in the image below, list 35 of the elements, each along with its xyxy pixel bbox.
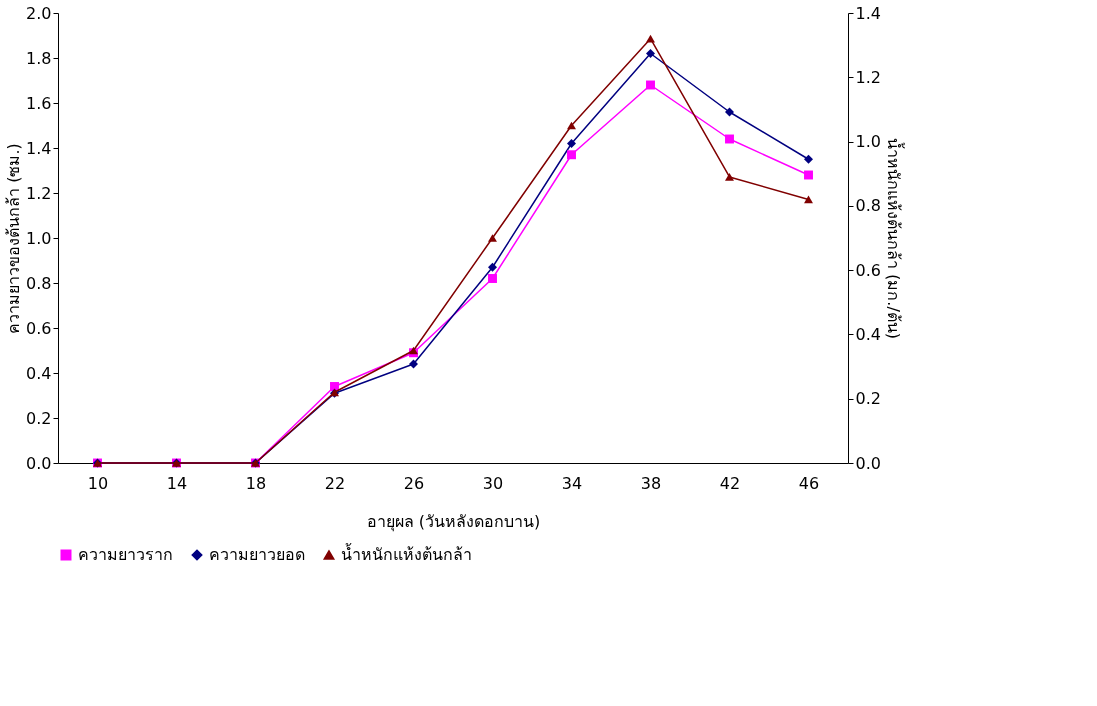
x-tick-label: 38 [640, 473, 662, 493]
x-tick-label: 30 [482, 473, 504, 493]
y-axis-title: ความยาวของต้นกล้า (ซม.) [4, 143, 24, 334]
y2-tick-label: 0.6 [855, 260, 881, 280]
y-tick-label: 1.6 [26, 93, 52, 113]
y-tick-label: 0.6 [26, 318, 52, 338]
y-tick-label: 0.4 [26, 363, 52, 383]
y-tick-label: 0.0 [26, 453, 52, 473]
x-tick-label: 26 [403, 473, 425, 493]
x-tick-label: 42 [719, 473, 741, 493]
x-axis-title: อายุผล (วันหลังดอกบาน) [366, 511, 541, 532]
x-tick-label: 10 [87, 473, 109, 493]
y-tick-label: 0.2 [26, 408, 52, 428]
y2-tick-label: 1.2 [855, 67, 881, 87]
y2-tick-label: 0.4 [855, 324, 881, 344]
y2-tick-label: 1.0 [855, 132, 881, 152]
y-tick-label: 2.0 [26, 3, 52, 23]
y-tick-label: 1.4 [26, 138, 52, 158]
legend-label: น้ำหนักแห้งต้นกล้า [341, 543, 472, 564]
y2-tick-label: 0.2 [855, 389, 881, 409]
legend-label: ความยาวยอด [209, 545, 305, 564]
x-tick-label: 14 [166, 473, 188, 493]
x-tick-label: 34 [561, 473, 583, 493]
x-tick-label: 46 [798, 473, 820, 493]
y-tick-label: 1.0 [26, 228, 52, 248]
y2-tick-label: 0.8 [855, 196, 881, 216]
y2-tick-label: 1.4 [855, 3, 881, 23]
x-tick-label: 22 [324, 473, 346, 493]
y2-tick-label: 0.0 [855, 453, 881, 473]
y-tick-label: 1.2 [26, 183, 52, 203]
x-tick-label: 18 [245, 473, 267, 493]
legend-label: ความยาวราก [78, 545, 173, 564]
y-tick-label: 0.8 [26, 273, 52, 293]
y2-axis-title: น้ำหนักแห้งต้นกล้า (มก./ต้น) [883, 137, 905, 340]
y-tick-label: 1.8 [26, 48, 52, 68]
